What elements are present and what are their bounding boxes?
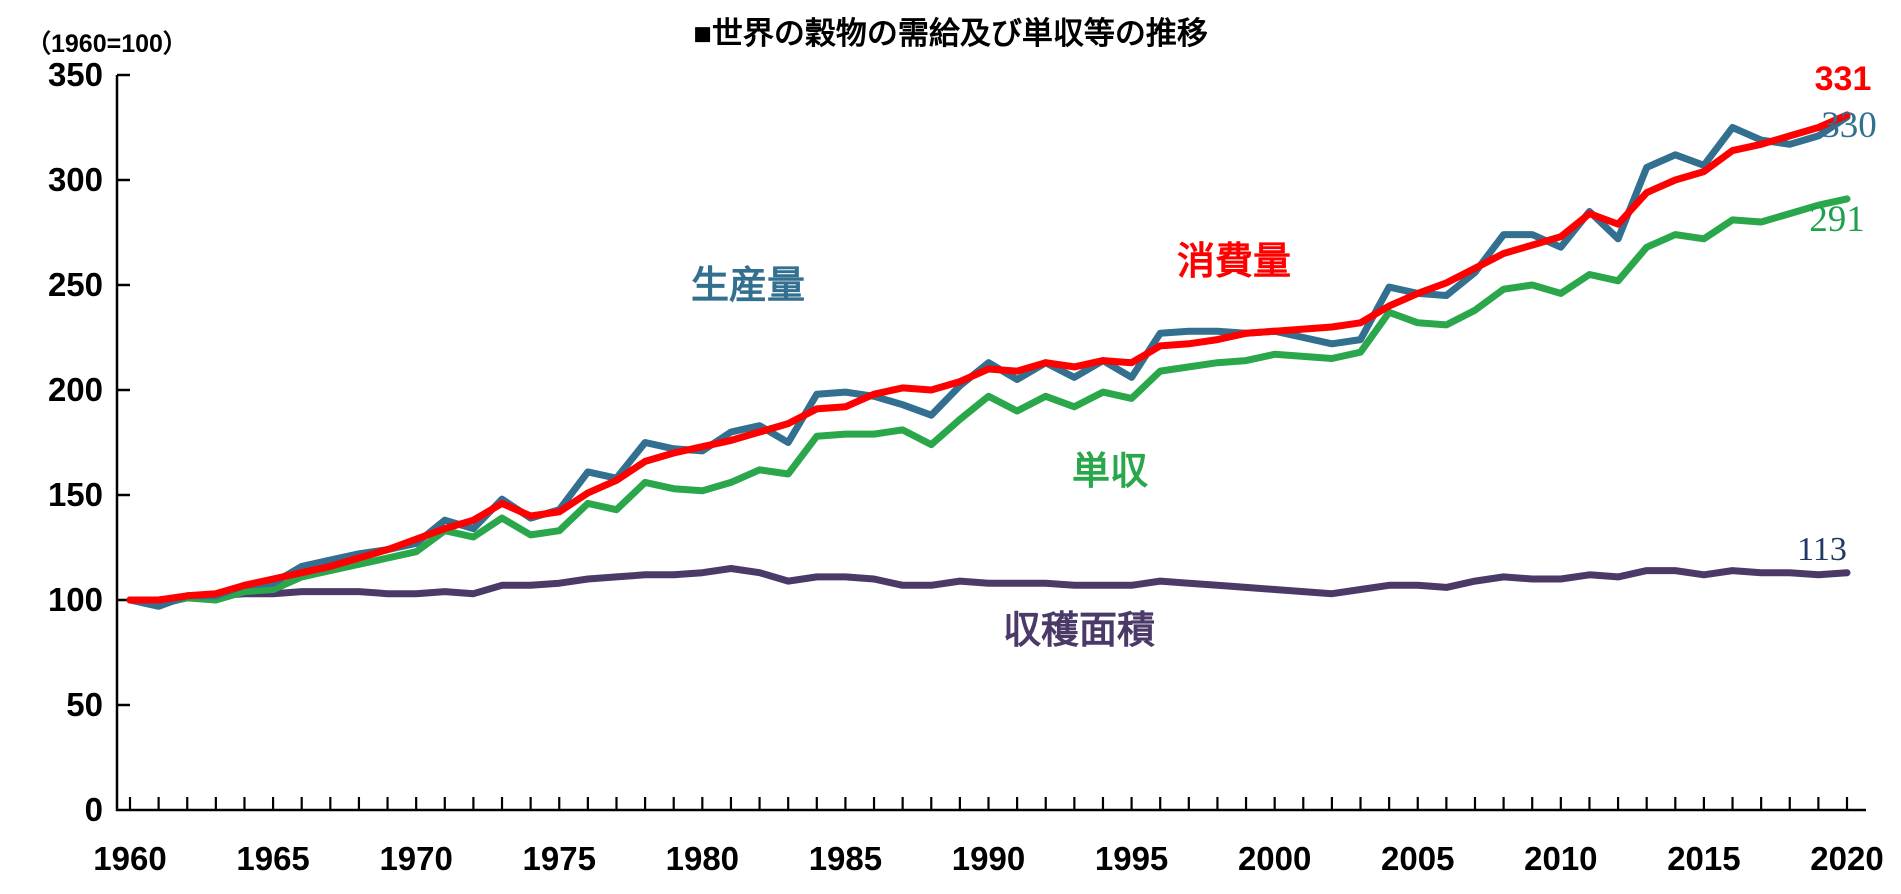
- x-tick-label: 2015: [1667, 840, 1740, 877]
- y-tick-label: 300: [48, 161, 103, 198]
- end-value-yield: 291: [1809, 199, 1865, 240]
- y-tick-label: 200: [48, 371, 103, 408]
- end-value-area: 113: [1797, 531, 1847, 568]
- x-tick-label: 1985: [809, 840, 882, 877]
- series-label-yield: 単収: [1072, 451, 1148, 493]
- end-value-consumption: 331: [1815, 60, 1872, 98]
- x-tick-label: 2000: [1238, 840, 1311, 877]
- y-tick-label: 100: [48, 581, 103, 618]
- y-tick-label: 350: [48, 56, 103, 93]
- y-tick-label: 0: [85, 791, 103, 828]
- axis-lines: [115, 75, 1866, 812]
- chart-title: ■世界の穀物の需給及び単収等の推移: [693, 16, 1208, 51]
- y-tick-label: 250: [48, 266, 103, 303]
- x-tick-label: 1975: [523, 840, 596, 877]
- y-tick-label: 150: [48, 476, 103, 513]
- x-tick-label: 1990: [952, 840, 1025, 877]
- x-tick-label: 2005: [1381, 840, 1454, 877]
- series-line-yield: [126, 195, 1851, 608]
- x-tick-label: 1980: [666, 840, 739, 877]
- x-tick-label: 1970: [379, 840, 452, 877]
- series-label-area: 収穫面積: [1003, 610, 1155, 652]
- x-tick-label: 1960: [93, 840, 166, 877]
- series-label-production: 生産量: [691, 265, 805, 307]
- x-tick-label: 2020: [1810, 840, 1883, 877]
- axis-unit-note: （1960=100）: [26, 30, 188, 58]
- series-label-consumption: 消費量: [1177, 241, 1291, 283]
- series-line-production: [126, 113, 1851, 610]
- series-line-consumption: [126, 111, 1851, 604]
- series-line-area: [126, 565, 1851, 604]
- end-value-production: 330: [1821, 105, 1877, 146]
- x-tick-label: 1995: [1095, 840, 1168, 877]
- x-tick-label: 1965: [236, 840, 309, 877]
- y-tick-label: 50: [66, 686, 103, 723]
- x-tick-label: 2010: [1524, 840, 1597, 877]
